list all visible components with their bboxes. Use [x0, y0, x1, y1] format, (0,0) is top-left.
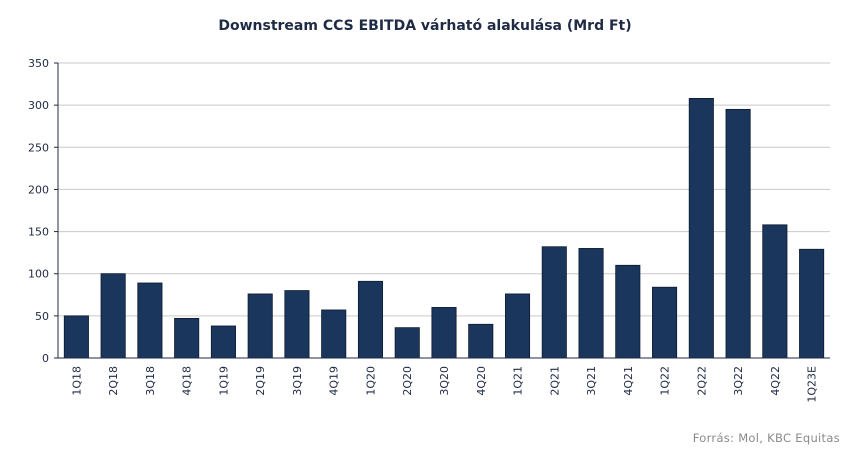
bar-2Q21	[541, 246, 567, 359]
y-tick-label: 300	[28, 99, 49, 112]
x-tick-label: 1Q23E	[806, 366, 819, 403]
x-tick-label: 1Q21	[512, 366, 525, 396]
bar-3Q20	[431, 307, 457, 359]
bar-1Q18	[63, 315, 89, 359]
x-tick-label: 2Q20	[401, 366, 414, 396]
bar-1Q22	[652, 286, 678, 359]
x-tick-label: 3Q20	[438, 366, 451, 396]
bar-1Q21	[504, 293, 531, 359]
y-tick-label: 50	[35, 310, 49, 323]
bar-3Q22	[725, 108, 751, 359]
x-tick-labels: 1Q18 2Q18 3Q18 4Q18 1Q19 2Q19 3Q19 4Q19 1Q20 2Q20…	[70, 366, 818, 403]
x-tick-label: 2Q22	[695, 366, 708, 396]
x-tick-label: 2Q18	[107, 366, 120, 396]
x-tick-label: 4Q18	[181, 366, 194, 396]
x-tick-label: 3Q21	[585, 366, 598, 396]
x-tick-label: 1Q19	[217, 366, 230, 396]
chart-title: Downstream CCS EBITDA várható alakulása …	[218, 18, 632, 34]
y-tick-label: 0	[42, 352, 49, 365]
x-tick-label: 2Q19	[254, 366, 267, 396]
x-tick-label: 4Q21	[622, 366, 635, 396]
bar-2Q20	[394, 327, 420, 359]
bar-4Q20	[468, 323, 494, 359]
axes	[57, 63, 830, 359]
y-tick-label: 250	[28, 141, 49, 154]
x-tick-label: 4Q22	[769, 366, 782, 396]
bar-4Q22	[762, 224, 788, 359]
x-tick-label: 4Q20	[475, 366, 488, 396]
y-tick-label: 150	[28, 226, 49, 239]
bar-4Q21	[615, 264, 641, 359]
bar-1Q20	[357, 280, 384, 359]
y-tick-label: 350	[28, 57, 49, 70]
x-tick-label: 4Q19	[328, 366, 341, 396]
x-tick-label: 2Q21	[548, 366, 561, 396]
y-tick-label: 200	[28, 183, 49, 196]
bar-3Q21	[578, 248, 604, 359]
bar-2Q22	[688, 98, 714, 359]
x-tick-label: 1Q18	[70, 366, 83, 396]
bar-1Q19	[210, 325, 236, 359]
source-note: Forrás: Mol, KBC Equitas	[692, 431, 840, 445]
bar-2Q18	[100, 273, 126, 359]
bar-3Q18	[137, 282, 163, 359]
y-tick-label: 100	[28, 268, 49, 281]
gridlines	[58, 62, 830, 317]
x-tick-label: 3Q22	[732, 366, 745, 396]
x-tick-label: 3Q19	[291, 366, 304, 396]
bar-1Q23E	[799, 248, 825, 359]
x-tick-label: 1Q22	[659, 366, 672, 396]
bar-4Q19	[321, 309, 347, 359]
x-tick-label: 3Q18	[144, 366, 157, 396]
bar-3Q19	[284, 290, 310, 359]
y-tick-labels: 0 50 100 150 200 250 300 350	[28, 57, 58, 365]
bar-4Q18	[174, 317, 200, 359]
bar-2Q19	[247, 293, 273, 359]
bars	[63, 98, 825, 359]
x-tick-label: 1Q20	[364, 366, 377, 396]
